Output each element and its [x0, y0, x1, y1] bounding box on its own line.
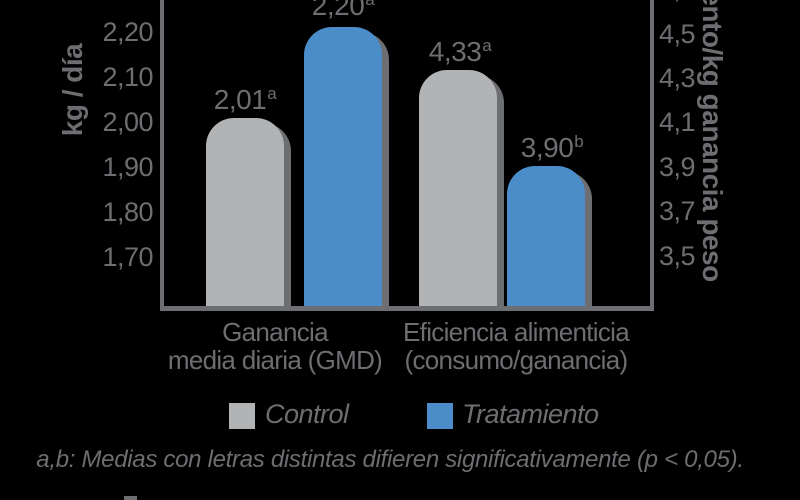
left-axis-tick-170: 1,70: [102, 242, 153, 272]
category-label-gmd: Ganancia media diaria (GMD): [145, 318, 405, 374]
bar-treatment-eficiencia: [507, 166, 585, 306]
right-axis-title: ento/kg ganancia peso: [697, 0, 728, 282]
significance-letter: a: [365, 0, 374, 9]
bar-value: 4,33: [428, 36, 482, 67]
category-line2: (consumo/ganancia): [404, 345, 629, 375]
bar-treatment-gmd: [304, 27, 382, 306]
significance-footnote: a,b: Medias con letras distintas difiere…: [36, 446, 744, 473]
left-axis-tick-190: 1,90: [102, 152, 153, 182]
right-axis-tick-37: 3,7: [659, 196, 696, 226]
right-axis-tick-35: 3,5: [659, 241, 696, 271]
left-axis-tick-230-cropped: 2,30: [48, 0, 153, 2]
bar-value-label-treatment-gmd: 2,20a: [311, 0, 375, 22]
bar-control-gmd: [206, 118, 284, 306]
x-axis-line: [160, 306, 654, 311]
category-line1: Ganancia: [222, 317, 328, 347]
category-line1: Eficiencia alimenticia: [403, 317, 630, 347]
left-axis-tick-200: 2,00: [102, 107, 153, 137]
significance-letter: a: [267, 84, 277, 103]
bar-value-label-control-eficiencia: 4,33a: [428, 36, 492, 68]
significance-letter: a: [482, 36, 492, 55]
left-axis-tick-210: 2,10: [102, 62, 153, 92]
right-axis-tick-43: 4,3: [659, 63, 696, 93]
category-line2: media diaria (GMD): [167, 345, 383, 375]
legend-swatch-treatment: [427, 403, 453, 429]
left-axis-title: kg / día: [57, 43, 88, 137]
right-axis-tick-41: 4,1: [659, 107, 696, 137]
right-axis-tick-39: 3,9: [659, 152, 696, 182]
legend-label-treatment: Tratamiento: [462, 399, 599, 429]
legend-swatch-control: [229, 403, 255, 429]
bar-value: 2,01: [213, 84, 267, 115]
legend-label-control: Control: [265, 399, 349, 429]
right-axis-tick-45: 4,5: [659, 19, 696, 49]
cropped-text-fragment: [124, 496, 137, 500]
left-axis-tick-180: 1,80: [102, 197, 153, 227]
right-y-axis-line: [650, 0, 654, 311]
bar-value-label-treatment-eficiencia: 3,90b: [520, 132, 584, 164]
left-axis-tick-220: 2,20: [102, 17, 153, 47]
right-axis-tick-47-cropped: 4,7: [659, 0, 749, 4]
left-y-axis-line: [160, 0, 164, 311]
bar-value: 2,20: [311, 0, 365, 21]
category-label-eficiencia: Eficiencia alimenticia (consumo/ganancia…: [386, 318, 646, 374]
bar-value-label-control-gmd: 2,01a: [213, 84, 277, 116]
significance-letter: b: [574, 132, 584, 151]
bar-control-eficiencia: [419, 70, 497, 306]
bar-value: 3,90: [520, 132, 574, 163]
